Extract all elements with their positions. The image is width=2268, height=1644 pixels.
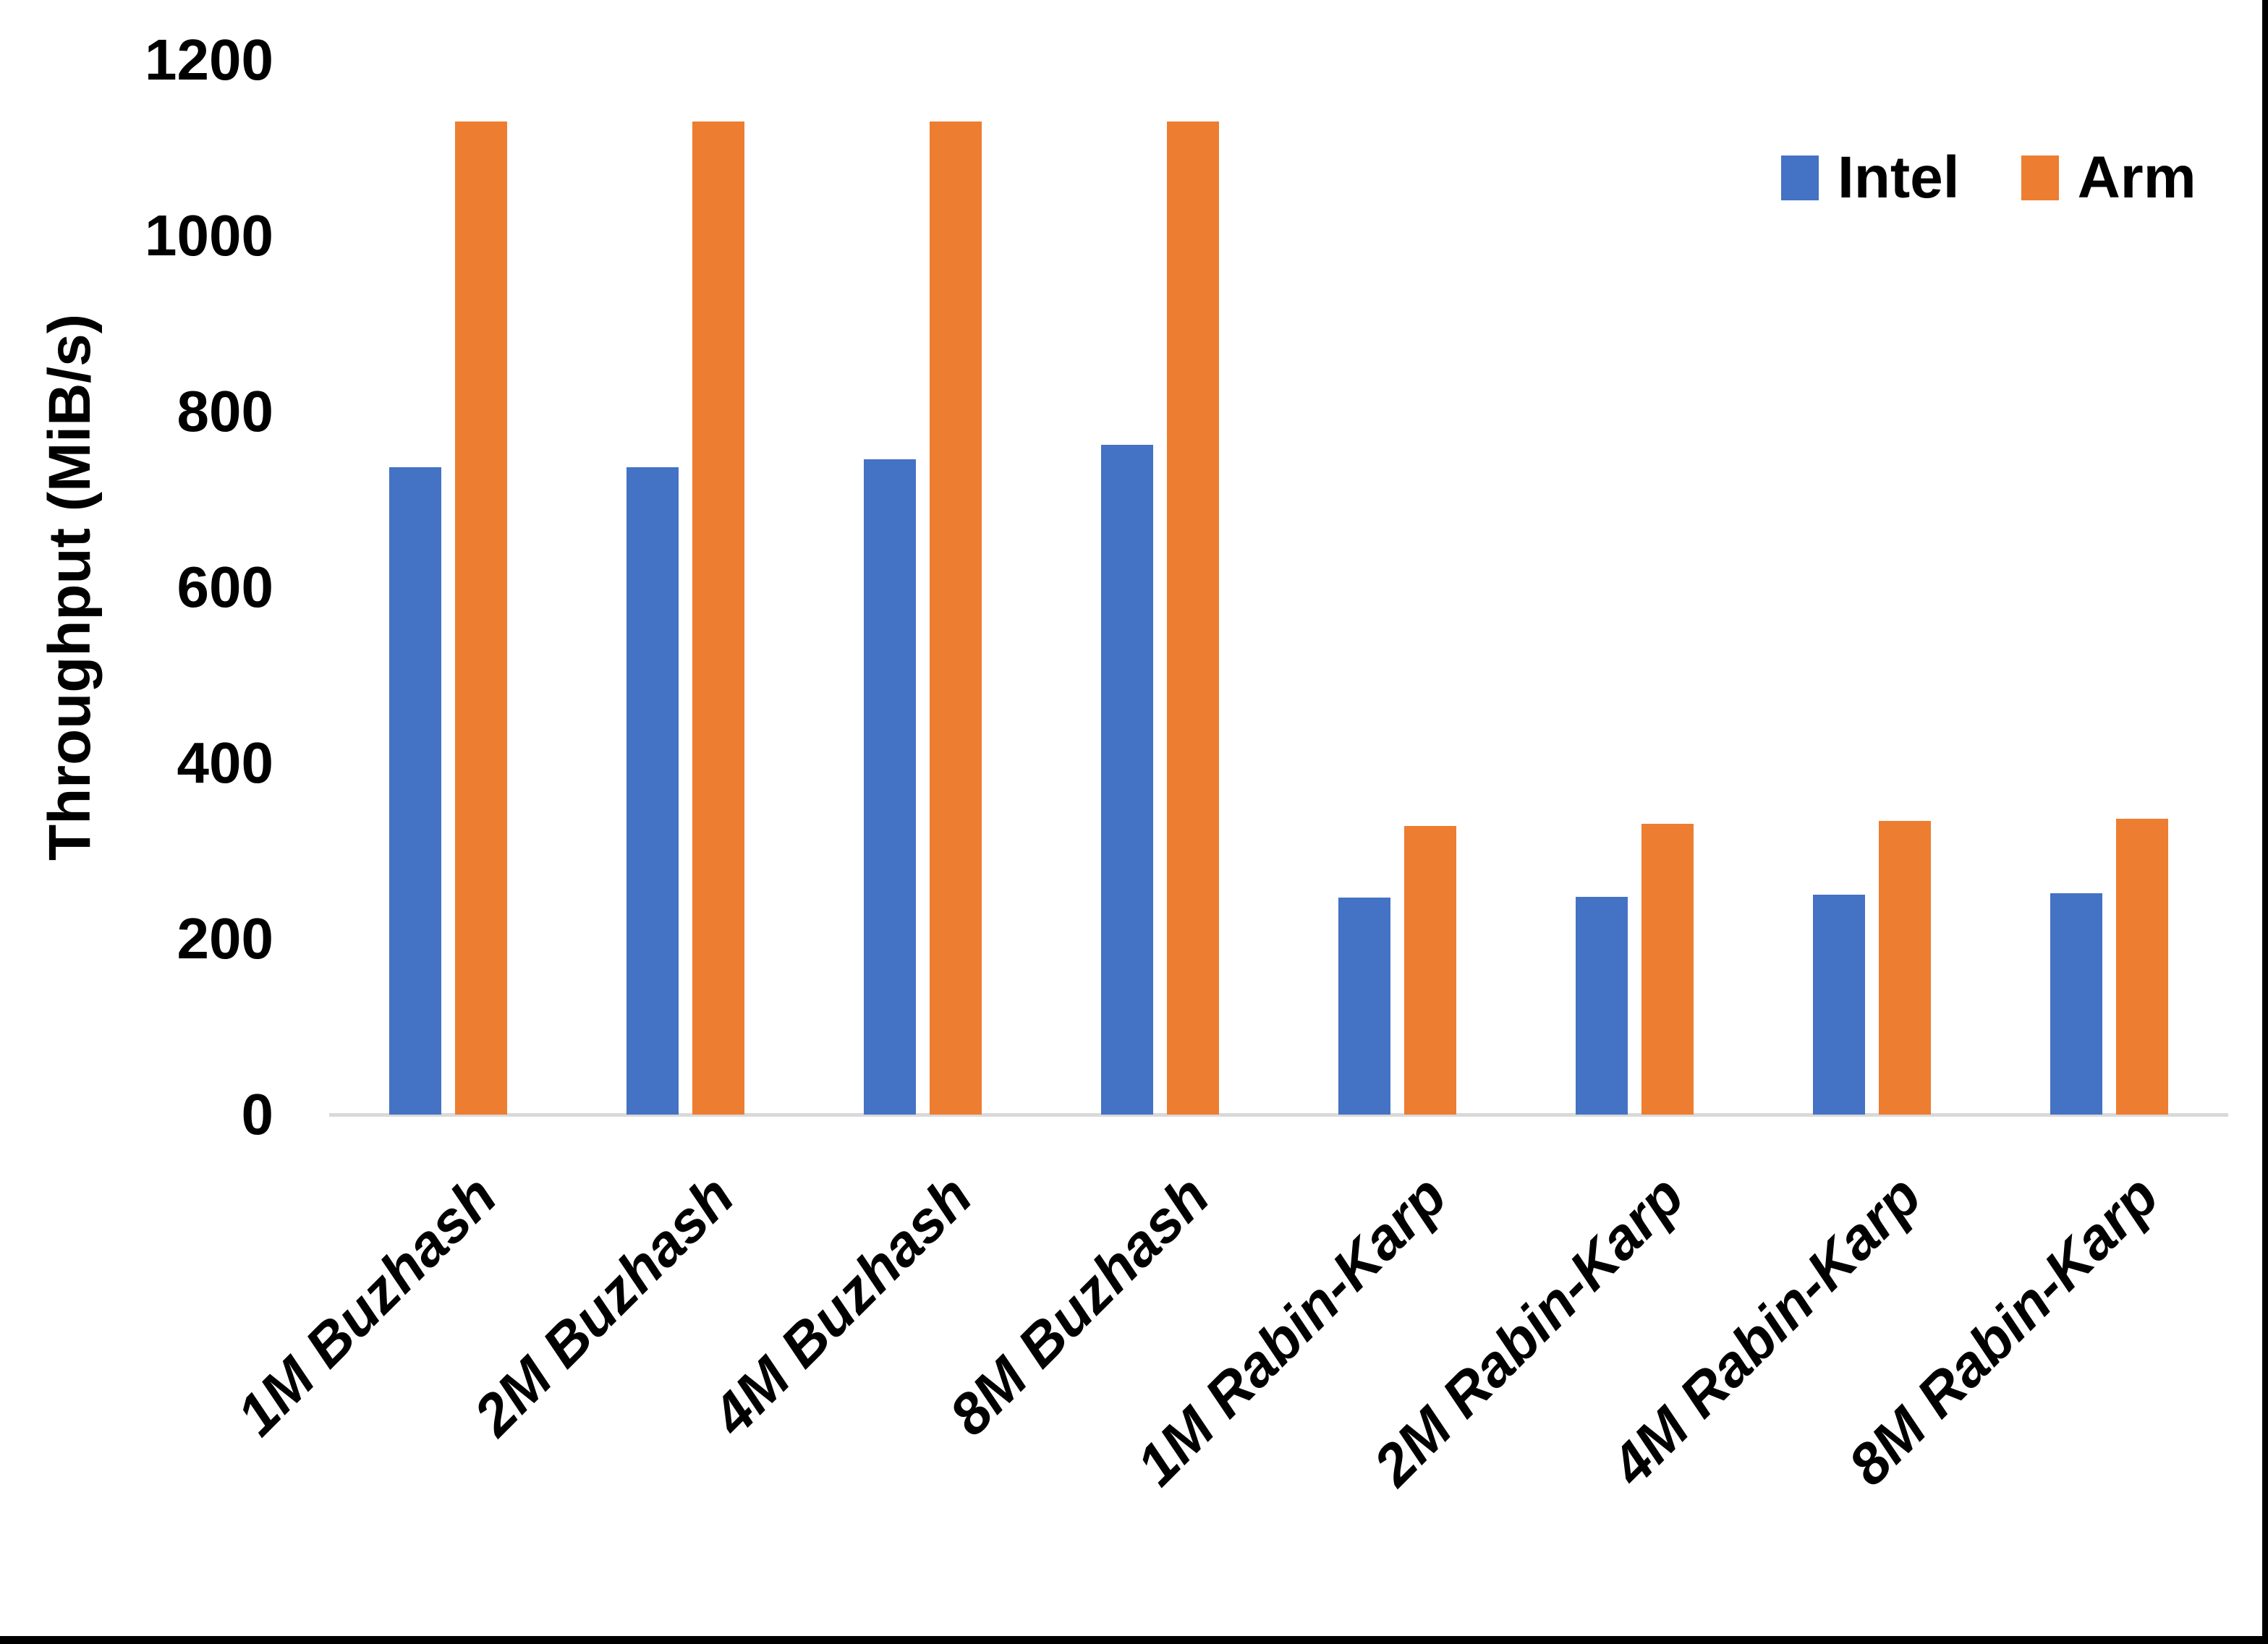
window-border-bottom — [0, 1636, 2268, 1644]
y-tick-label: 1000 — [145, 203, 273, 268]
bar-intel-2 — [627, 467, 679, 1115]
bar-intel-5 — [1338, 898, 1390, 1115]
legend-item-intel: Intel — [1781, 148, 1960, 208]
bar-arm-7 — [1879, 821, 1931, 1115]
bar-intel-3 — [864, 459, 916, 1115]
bar-arm-4 — [1167, 122, 1219, 1115]
legend-label: Intel — [1838, 145, 1960, 210]
y-tick-label: 200 — [177, 906, 273, 971]
y-tick-label: 400 — [177, 731, 273, 795]
bar-intel-8 — [2050, 893, 2102, 1115]
bar-arm-2 — [692, 122, 744, 1115]
bar-arm-5 — [1404, 826, 1456, 1115]
bar-arm-8 — [2116, 819, 2168, 1115]
window-border-right — [2262, 0, 2268, 1644]
legend: Intel Arm — [1781, 148, 2196, 208]
bar-intel-1 — [389, 467, 441, 1115]
y-tick-label: 0 — [241, 1082, 274, 1146]
x-axis-line — [329, 1113, 2228, 1117]
legend-label: Arm — [2077, 145, 2196, 210]
y-axis-title: Throughput (MiB/s) — [37, 313, 103, 861]
bar-intel-4 — [1101, 445, 1153, 1115]
bar-arm-6 — [1641, 824, 1694, 1115]
bar-arm-3 — [930, 122, 982, 1115]
y-tick-label: 600 — [177, 555, 273, 619]
bar-intel-6 — [1576, 897, 1628, 1115]
legend-swatch-arm — [2021, 156, 2059, 200]
legend-item-arm: Arm — [2021, 148, 2196, 208]
bar-arm-1 — [455, 122, 507, 1115]
y-tick-label: 1200 — [145, 27, 273, 92]
y-tick-label: 800 — [177, 379, 273, 443]
legend-swatch-intel — [1781, 156, 1819, 200]
bar-intel-7 — [1813, 895, 1865, 1115]
